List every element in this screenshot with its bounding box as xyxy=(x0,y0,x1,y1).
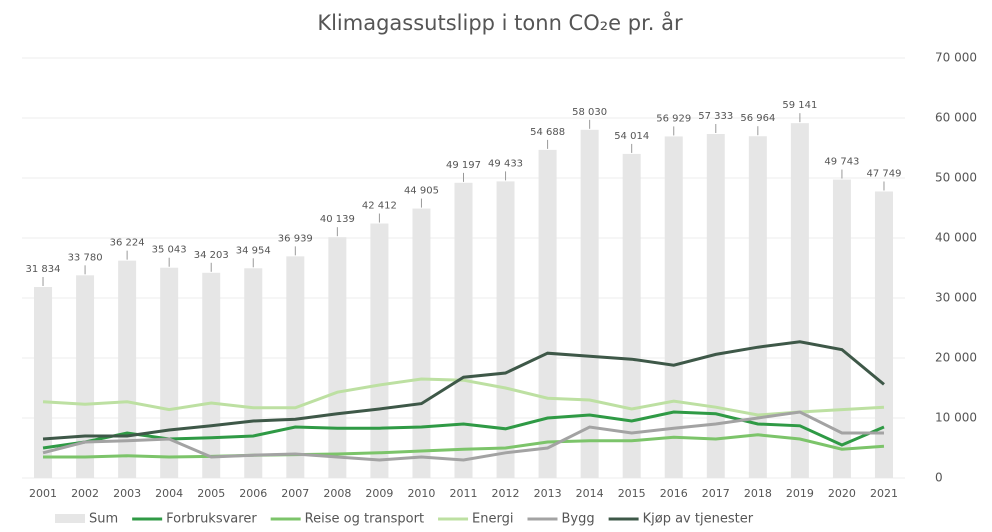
x-tick-label: 2010 xyxy=(407,487,435,500)
bar xyxy=(370,223,389,478)
data-label: 49 743 xyxy=(824,157,859,168)
x-tick-label: 2017 xyxy=(702,487,730,500)
data-label: 56 929 xyxy=(656,113,691,124)
data-label: 57 333 xyxy=(698,111,733,122)
bar xyxy=(580,129,599,478)
data-label: 49 433 xyxy=(488,158,523,169)
x-tick-label: 2002 xyxy=(71,487,99,500)
data-label: 59 141 xyxy=(782,100,817,111)
y-tick-label: 10 000 xyxy=(935,411,977,425)
x-tick-label: 2006 xyxy=(239,487,267,500)
data-label: 33 780 xyxy=(68,252,103,263)
y-tick-label: 70 000 xyxy=(935,51,977,65)
data-label: 35 043 xyxy=(152,245,187,256)
bar xyxy=(76,275,95,478)
legend-label: Bygg xyxy=(561,512,594,527)
x-tick-label: 2016 xyxy=(660,487,688,500)
x-tick-label: 2011 xyxy=(450,487,478,500)
series-line xyxy=(43,433,885,459)
bar xyxy=(286,256,305,478)
y-tick-label: 40 000 xyxy=(935,231,977,245)
x-tick-label: 2007 xyxy=(281,487,309,500)
x-tick-label: 2012 xyxy=(492,487,520,500)
data-label: 40 139 xyxy=(320,214,355,225)
bar xyxy=(412,208,431,478)
bar xyxy=(790,123,809,479)
x-tick-label: 2020 xyxy=(828,487,856,500)
data-label: 47 749 xyxy=(866,169,901,180)
bar xyxy=(202,272,221,478)
bar xyxy=(34,286,53,478)
series-line xyxy=(42,410,884,462)
legend-label: Forbruksvarer xyxy=(166,512,257,527)
y-tick-label: 0 xyxy=(935,471,943,485)
legend-label: Reise og transport xyxy=(305,512,424,527)
data-label: 58 030 xyxy=(572,107,607,118)
data-label: 31 834 xyxy=(26,264,61,275)
x-tick-label: 2019 xyxy=(786,487,814,500)
data-label: 56 964 xyxy=(740,113,775,124)
legend-label: Sum xyxy=(89,512,118,527)
x-tick-label: 2013 xyxy=(534,487,562,500)
bar xyxy=(160,267,179,478)
x-tick-label: 2003 xyxy=(113,487,141,500)
data-label: 36 224 xyxy=(110,238,145,249)
y-tick-label: 60 000 xyxy=(935,111,977,125)
bar xyxy=(538,149,557,478)
bar xyxy=(874,191,893,479)
chart-title: Klimagassutslipp i tonn CO₂e pr. år xyxy=(317,10,683,35)
x-tick-label: 2015 xyxy=(618,487,646,500)
x-tick-label: 2004 xyxy=(155,487,183,500)
data-label: 34 203 xyxy=(194,250,229,261)
bar xyxy=(454,182,473,478)
x-tick-label: 2001 xyxy=(29,487,57,500)
x-tick-label: 2008 xyxy=(323,487,351,500)
legend-label: Energi xyxy=(472,512,513,527)
bar xyxy=(118,260,137,478)
x-tick-label: 2021 xyxy=(870,487,898,500)
bar xyxy=(244,268,263,478)
data-label: 44 905 xyxy=(404,186,439,197)
y-tick-label: 20 000 xyxy=(935,351,977,365)
bar xyxy=(622,153,641,478)
y-tick-label: 30 000 xyxy=(935,291,977,305)
data-label: 54 014 xyxy=(614,131,649,142)
legend-label: Kjøp av tjenester xyxy=(643,512,754,527)
x-tick-label: 2005 xyxy=(197,487,225,500)
bar xyxy=(748,136,767,478)
bar xyxy=(706,134,725,478)
x-tick-label: 2009 xyxy=(365,487,393,500)
data-label: 34 954 xyxy=(236,245,271,256)
bar xyxy=(496,181,515,479)
x-tick-label: 2014 xyxy=(576,487,604,500)
bar xyxy=(664,136,683,478)
legend-swatch xyxy=(55,514,85,523)
bar xyxy=(328,237,347,478)
bar xyxy=(832,179,851,479)
data-label: 54 688 xyxy=(530,127,565,138)
x-tick-label: 2018 xyxy=(744,487,772,500)
data-label: 49 197 xyxy=(446,160,481,171)
data-label: 42 412 xyxy=(362,201,397,212)
data-label: 36 939 xyxy=(278,233,313,244)
series-line xyxy=(42,377,885,417)
y-tick-label: 50 000 xyxy=(935,171,977,185)
series-line xyxy=(42,340,885,441)
